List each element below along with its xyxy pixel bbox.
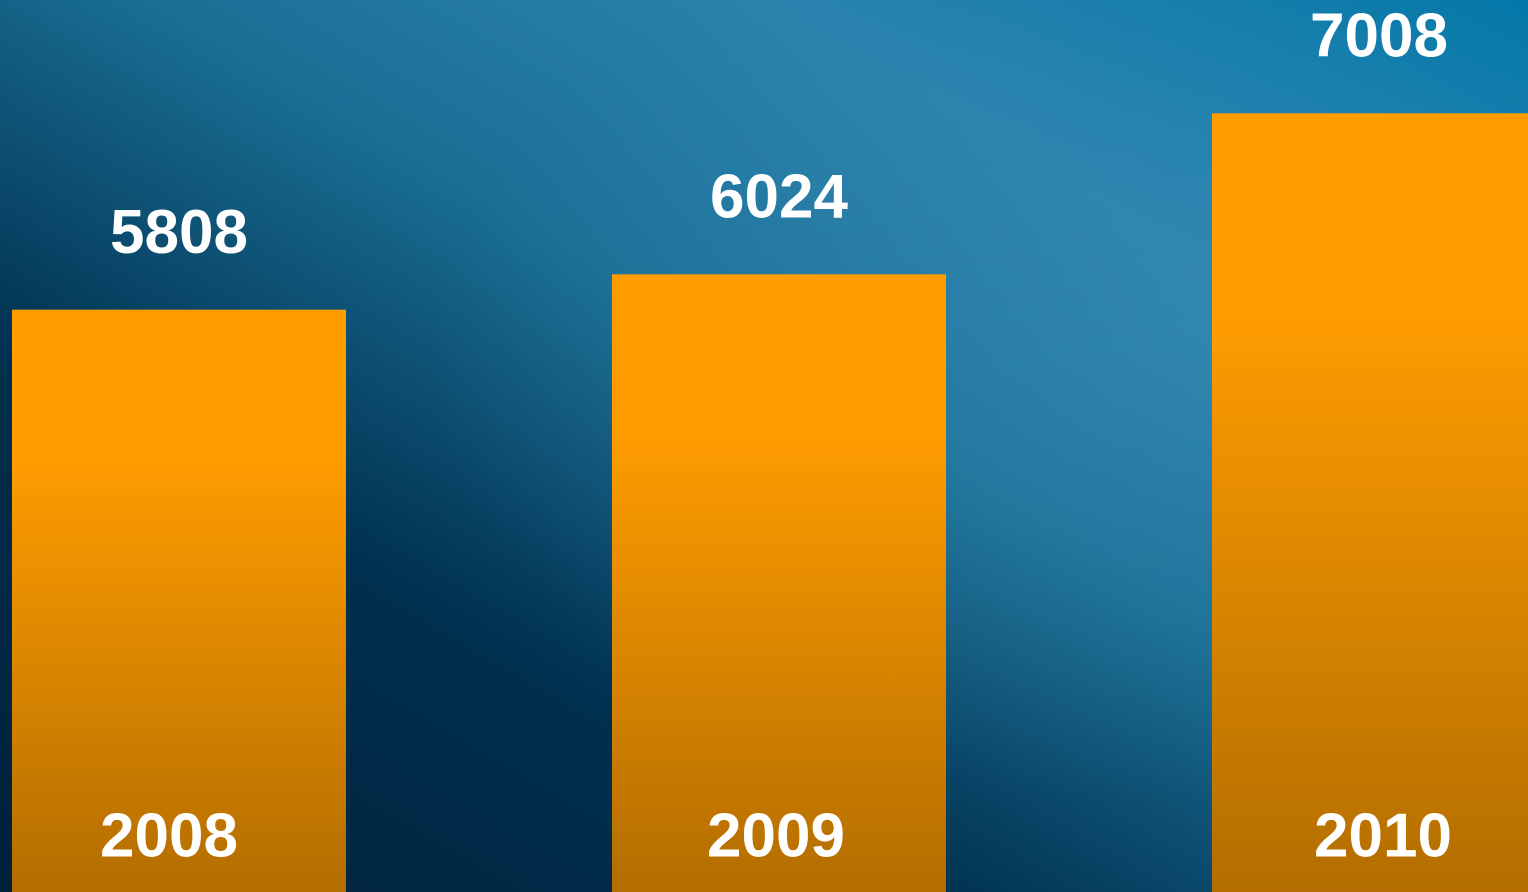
value-label: 6024 — [710, 163, 848, 232]
value-label: 7008 — [1310, 2, 1448, 71]
x-tick-label: 2010 — [1314, 801, 1452, 870]
bar-shade — [1212, 113, 1528, 892]
value-label: 5808 — [110, 198, 248, 267]
x-tick-label: 2008 — [100, 801, 238, 870]
bar-shade — [12, 309, 346, 892]
x-tick-label: 2009 — [707, 801, 845, 870]
bar-shade — [612, 274, 946, 892]
